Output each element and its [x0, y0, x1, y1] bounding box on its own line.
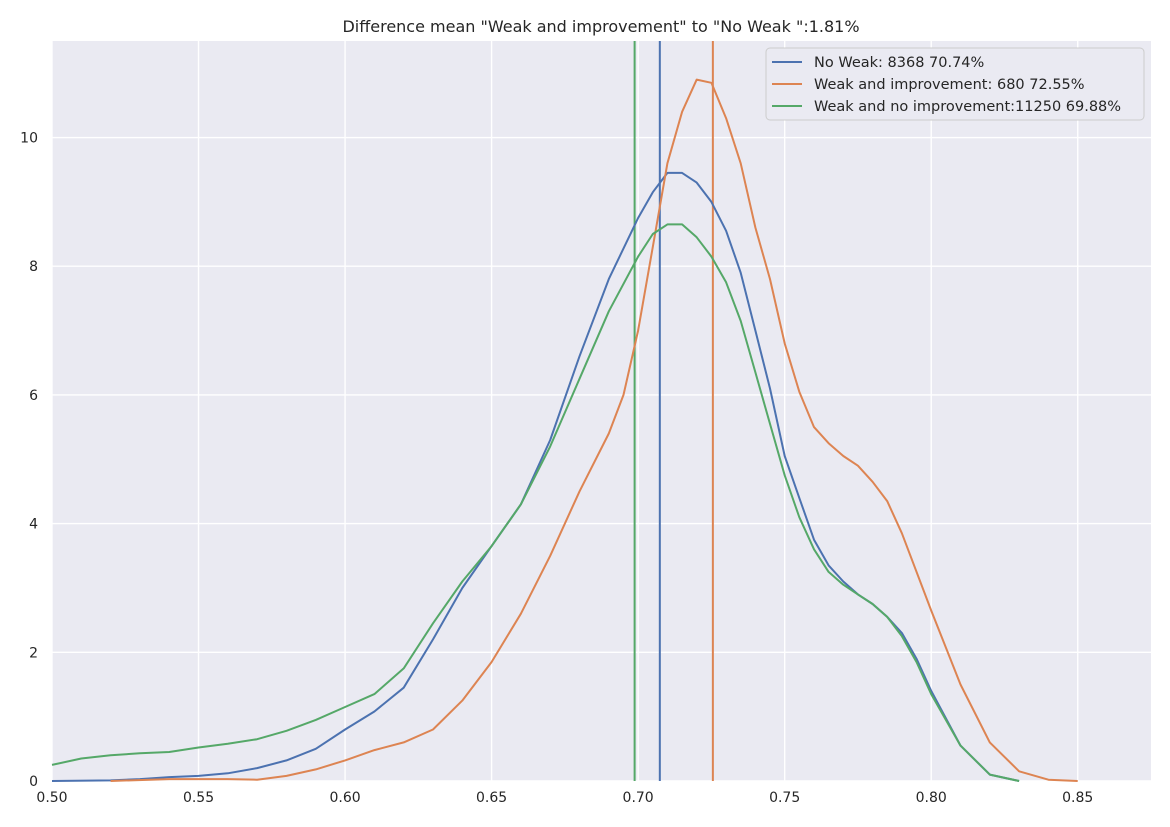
- legend-box: [765, 47, 1145, 121]
- chart-title: Difference mean "Weak and improvement" t…: [342, 17, 859, 36]
- x-tick-label: 0.60: [329, 790, 360, 806]
- legend: No Weak: 8368 70.74% Weak and improvement…: [765, 47, 1145, 121]
- legend-label: Weak and no improvement:11250 69.88%: [814, 99, 1121, 115]
- y-axis-ticks: 0 2 4 6 8 10: [20, 131, 38, 790]
- mean-lines: [633, 41, 714, 781]
- x-axis-ticks: 0.50 0.55 0.60 0.65 0.70 0.75 0.80 0.85: [36, 790, 1093, 806]
- series-line-2: [51, 223, 1020, 782]
- x-tick-label: 0.55: [183, 790, 214, 806]
- grid-lines: [51, 41, 1151, 782]
- x-tick-label: 0.80: [916, 790, 947, 806]
- plot-area: [52, 41, 1151, 781]
- legend-label: No Weak: 8368 70.74%: [814, 55, 984, 71]
- x-tick-label: 0.50: [36, 790, 67, 806]
- series-lines: [51, 78, 1078, 782]
- x-tick-label: 0.75: [769, 790, 800, 806]
- y-tick-label: 10: [20, 131, 38, 147]
- x-tick-label: 0.70: [623, 790, 654, 806]
- series-line-1: [110, 78, 1078, 782]
- x-tick-label: 0.65: [476, 790, 507, 806]
- y-tick-label: 2: [29, 645, 38, 661]
- y-tick-label: 4: [29, 517, 38, 533]
- y-tick-label: 6: [29, 388, 38, 404]
- y-tick-label: 0: [29, 774, 38, 790]
- legend-label: Weak and improvement: 680 72.55%: [814, 77, 1085, 93]
- x-tick-label: 0.85: [1062, 790, 1093, 806]
- y-tick-label: 8: [29, 259, 38, 275]
